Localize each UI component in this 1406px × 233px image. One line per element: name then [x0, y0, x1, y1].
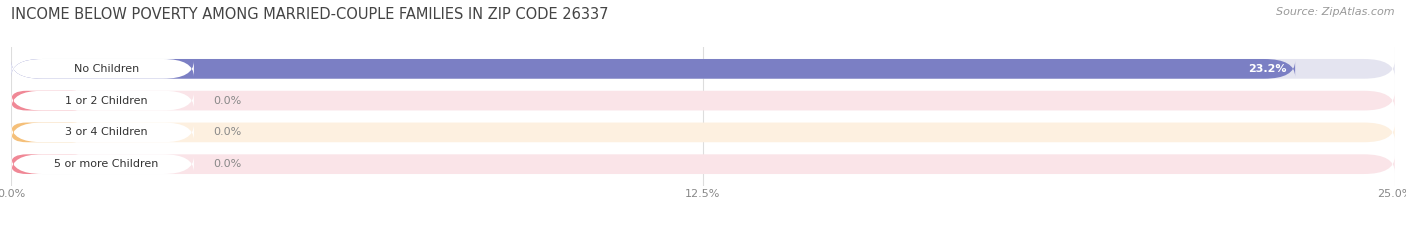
Text: 23.2%: 23.2% [1249, 64, 1286, 74]
Text: 1 or 2 Children: 1 or 2 Children [65, 96, 148, 106]
Text: 0.0%: 0.0% [214, 96, 242, 106]
Text: 3 or 4 Children: 3 or 4 Children [65, 127, 148, 137]
FancyBboxPatch shape [11, 154, 87, 174]
FancyBboxPatch shape [11, 123, 87, 142]
FancyBboxPatch shape [11, 59, 194, 79]
Text: 5 or more Children: 5 or more Children [53, 159, 159, 169]
FancyBboxPatch shape [11, 59, 1295, 79]
FancyBboxPatch shape [11, 91, 194, 110]
Text: 0.0%: 0.0% [214, 159, 242, 169]
FancyBboxPatch shape [11, 154, 1395, 174]
FancyBboxPatch shape [11, 123, 1395, 142]
Text: 0.0%: 0.0% [214, 127, 242, 137]
FancyBboxPatch shape [11, 91, 1395, 110]
Text: INCOME BELOW POVERTY AMONG MARRIED-COUPLE FAMILIES IN ZIP CODE 26337: INCOME BELOW POVERTY AMONG MARRIED-COUPL… [11, 7, 609, 22]
FancyBboxPatch shape [11, 91, 87, 110]
Text: Source: ZipAtlas.com: Source: ZipAtlas.com [1277, 7, 1395, 17]
FancyBboxPatch shape [11, 154, 194, 174]
FancyBboxPatch shape [11, 59, 1395, 79]
FancyBboxPatch shape [11, 123, 194, 142]
Text: No Children: No Children [73, 64, 139, 74]
